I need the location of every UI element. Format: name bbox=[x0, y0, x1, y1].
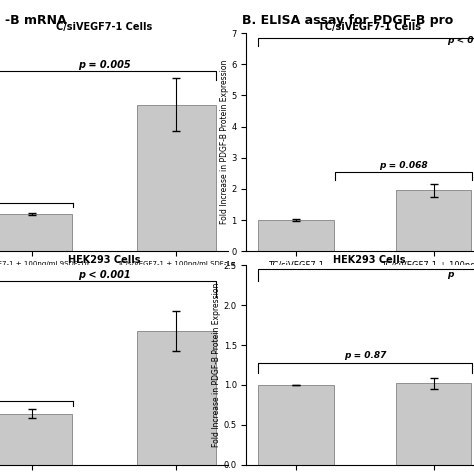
Text: p = 0.068: p = 0.068 bbox=[379, 161, 428, 170]
Y-axis label: Fold Increase in PDGF-B Protein Expression: Fold Increase in PDGF-B Protein Expressi… bbox=[219, 60, 228, 224]
Text: p < 0.: p < 0. bbox=[447, 36, 474, 46]
Text: p < 0.001: p < 0.001 bbox=[78, 270, 131, 280]
Bar bbox=[396, 191, 472, 251]
Bar bbox=[0, 214, 72, 251]
Bar bbox=[137, 105, 216, 251]
Text: p = 0.87: p = 0.87 bbox=[344, 351, 386, 360]
Title: HEK293 Cells: HEK293 Cells bbox=[334, 255, 406, 264]
Bar bbox=[258, 220, 334, 251]
Bar bbox=[0, 413, 72, 465]
Y-axis label: Fold Increase in PDGF-B Protein Expression: Fold Increase in PDGF-B Protein Expressi… bbox=[212, 283, 221, 447]
Bar bbox=[396, 383, 472, 465]
Bar bbox=[137, 331, 216, 465]
Title: TC/siVEGF7-1 Cells: TC/siVEGF7-1 Cells bbox=[318, 22, 421, 32]
Text: B. ELISA assay for PDGF-B pro: B. ELISA assay for PDGF-B pro bbox=[242, 14, 453, 27]
Text: p = 0.005: p = 0.005 bbox=[78, 60, 131, 70]
Title: C/siVEGF7-1 Cells: C/siVEGF7-1 Cells bbox=[56, 22, 153, 32]
Text: p: p bbox=[447, 271, 454, 280]
Title: HEK293 Cells: HEK293 Cells bbox=[68, 255, 140, 264]
Bar bbox=[258, 385, 334, 465]
Text: -B mRNA: -B mRNA bbox=[5, 14, 66, 27]
